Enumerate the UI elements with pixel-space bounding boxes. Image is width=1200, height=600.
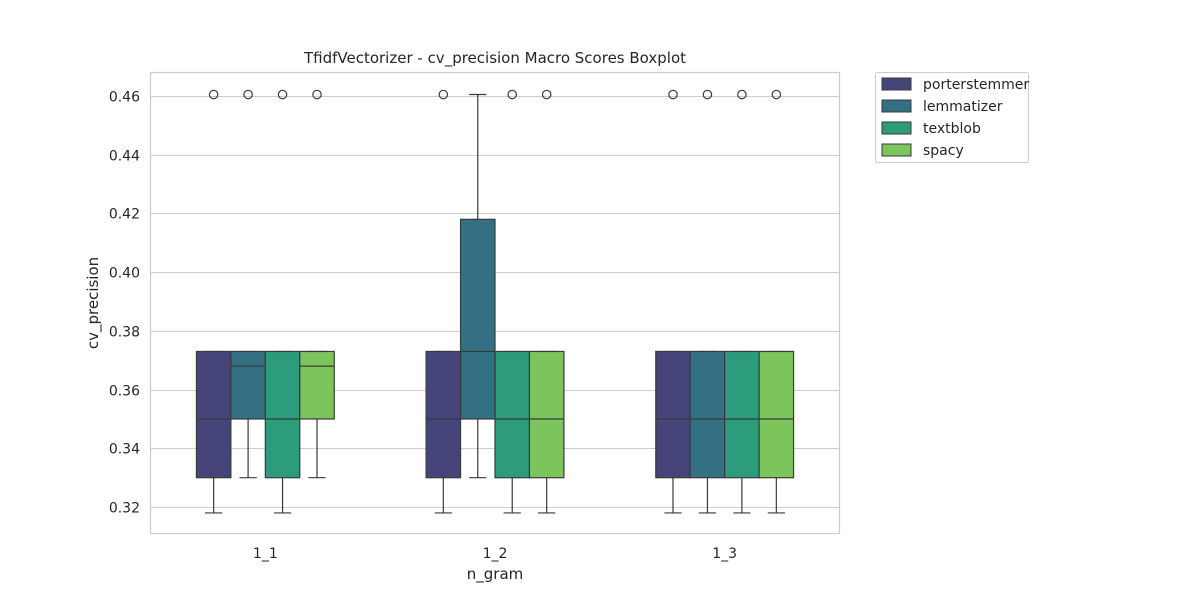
outlier-point <box>438 89 449 100</box>
box-porterstemmer-1_3 <box>655 89 691 514</box>
box-body <box>195 350 232 479</box>
legend-swatch-lemmatizer <box>881 99 912 113</box>
outlier-point <box>312 89 322 100</box>
outlier-point <box>702 89 713 100</box>
outlier-point <box>507 89 518 100</box>
box-lemmatizer-1_3 <box>689 89 726 514</box>
y-tick-label: 0.44 <box>109 149 140 165</box>
plot-area-frame <box>149 71 841 535</box>
y-tick-label: 0.38 <box>109 325 140 341</box>
x-axis-title: n_gram <box>467 565 524 584</box>
box-layer <box>195 89 795 514</box>
box-textblob-1_3 <box>724 89 760 514</box>
box-spacy-1_3 <box>758 89 795 514</box>
y-tick-labels: 0.32 0.34 0.36 0.38 0.40 0.42 0.44 0.46 <box>109 90 140 517</box>
box-body <box>299 350 335 420</box>
box-textblob-1_1 <box>264 89 301 514</box>
outlier-point <box>668 89 678 100</box>
outlier-point <box>737 89 747 100</box>
box-body <box>758 350 795 479</box>
box-spacy-1_2 <box>528 89 565 514</box>
legend-label-spacy: spacy <box>923 143 964 159</box>
x-tick-label: 1_1 <box>253 546 278 562</box>
outlier-point <box>243 89 253 100</box>
legend-swatch-porterstemmer <box>881 77 912 91</box>
chart-title: TfidfVectorizer - cv_precision Macro Sco… <box>303 49 686 68</box>
x-tick-label: 1_2 <box>483 546 508 562</box>
box-body <box>230 350 266 420</box>
legend-label-porterstemmer: porterstemmer <box>923 77 1029 93</box>
box-porterstemmer-1_1 <box>195 89 232 514</box>
x-tick-labels: 1_1 1_2 1_3 <box>253 546 737 562</box>
box-body <box>724 350 760 479</box>
x-tick-label: 1_3 <box>712 546 737 562</box>
legend: porterstemmer lemmatizer textblob spacy <box>875 72 1029 163</box>
box-porterstemmer-1_2 <box>425 89 462 514</box>
box-body <box>528 350 565 479</box>
y-tick-label: 0.42 <box>109 207 140 223</box>
y-tick-label: 0.34 <box>109 442 140 458</box>
outlier-point <box>541 89 552 100</box>
y-tick-label: 0.46 <box>109 90 140 106</box>
legend-frame <box>875 72 1029 163</box>
y-tick-label: 0.32 <box>109 501 140 517</box>
y-tick-label: 0.36 <box>109 384 140 400</box>
box-spacy-1_1 <box>299 89 335 479</box>
legend-label-textblob: textblob <box>923 121 981 137</box>
box-body <box>494 350 531 479</box>
outlier-point <box>277 89 288 100</box>
outlier-point <box>208 89 219 100</box>
box-body <box>689 350 726 479</box>
box-body <box>264 350 301 479</box>
outlier-point <box>771 89 782 100</box>
legend-swatch-spacy <box>881 143 912 157</box>
box-lemmatizer-1_2 <box>459 93 496 479</box>
y-tick-label: 0.40 <box>109 266 140 282</box>
box-textblob-1_2 <box>494 89 531 514</box>
box-body <box>655 350 691 479</box>
box-body <box>459 218 496 420</box>
box-lemmatizer-1_1 <box>230 89 266 479</box>
legend-label-lemmatizer: lemmatizer <box>923 99 1003 115</box>
box-body <box>425 350 462 479</box>
y-axis-title: cv_precision <box>84 257 103 349</box>
legend-swatch-textblob <box>881 121 912 135</box>
